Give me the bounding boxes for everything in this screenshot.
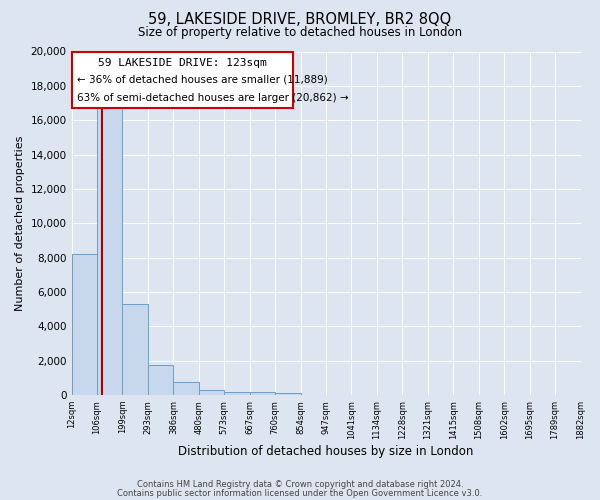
Bar bbox=[122, 304, 148, 395]
Bar bbox=[199, 390, 224, 395]
Bar bbox=[97, 108, 122, 395]
FancyBboxPatch shape bbox=[71, 52, 293, 108]
Text: 59, LAKESIDE DRIVE, BROMLEY, BR2 8QQ: 59, LAKESIDE DRIVE, BROMLEY, BR2 8QQ bbox=[148, 12, 452, 26]
Text: 59 LAKESIDE DRIVE: 123sqm: 59 LAKESIDE DRIVE: 123sqm bbox=[98, 58, 266, 68]
Text: Size of property relative to detached houses in London: Size of property relative to detached ho… bbox=[138, 26, 462, 39]
Text: Contains public sector information licensed under the Open Government Licence v3: Contains public sector information licen… bbox=[118, 488, 482, 498]
X-axis label: Distribution of detached houses by size in London: Distribution of detached houses by size … bbox=[178, 444, 474, 458]
Text: 63% of semi-detached houses are larger (20,862) →: 63% of semi-detached houses are larger (… bbox=[77, 93, 348, 103]
Bar bbox=[224, 392, 250, 395]
Text: ← 36% of detached houses are smaller (11,889): ← 36% of detached houses are smaller (11… bbox=[77, 75, 328, 85]
Bar bbox=[71, 254, 97, 395]
Y-axis label: Number of detached properties: Number of detached properties bbox=[15, 136, 25, 311]
Text: Contains HM Land Registry data © Crown copyright and database right 2024.: Contains HM Land Registry data © Crown c… bbox=[137, 480, 463, 489]
Bar bbox=[173, 382, 199, 395]
Bar bbox=[250, 392, 275, 395]
Bar bbox=[148, 365, 173, 395]
Bar bbox=[275, 393, 301, 395]
